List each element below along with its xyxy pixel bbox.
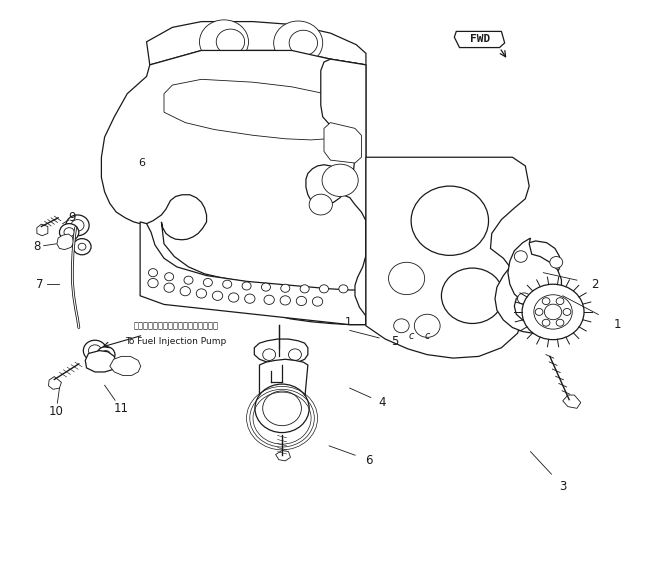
Polygon shape bbox=[254, 339, 308, 364]
Circle shape bbox=[97, 347, 115, 362]
Polygon shape bbox=[562, 395, 581, 408]
Circle shape bbox=[264, 295, 274, 305]
Text: 1: 1 bbox=[345, 317, 352, 327]
Circle shape bbox=[66, 215, 89, 235]
Text: 9: 9 bbox=[69, 211, 76, 224]
Circle shape bbox=[296, 296, 307, 306]
Circle shape bbox=[89, 345, 101, 356]
Polygon shape bbox=[454, 31, 505, 48]
Text: FWD: FWD bbox=[470, 34, 491, 45]
Circle shape bbox=[534, 295, 572, 329]
Circle shape bbox=[196, 289, 207, 298]
Text: 3: 3 bbox=[559, 480, 566, 493]
Text: 6: 6 bbox=[365, 454, 373, 467]
Text: 11: 11 bbox=[113, 402, 128, 415]
Circle shape bbox=[542, 319, 550, 326]
Circle shape bbox=[556, 298, 564, 304]
Circle shape bbox=[180, 287, 191, 296]
Polygon shape bbox=[146, 21, 366, 65]
Circle shape bbox=[261, 283, 270, 291]
Circle shape bbox=[203, 278, 213, 287]
Text: フェエルインジェクションポンプへ、: フェエルインジェクションポンプへ、 bbox=[133, 321, 218, 331]
Polygon shape bbox=[495, 241, 559, 334]
Polygon shape bbox=[508, 238, 561, 307]
Circle shape bbox=[414, 314, 440, 338]
Circle shape bbox=[60, 224, 79, 241]
Polygon shape bbox=[164, 79, 355, 140]
Circle shape bbox=[78, 243, 86, 250]
Circle shape bbox=[394, 319, 409, 333]
Circle shape bbox=[200, 20, 249, 64]
Circle shape bbox=[544, 304, 562, 320]
Circle shape bbox=[223, 280, 232, 288]
Circle shape bbox=[309, 194, 332, 215]
Polygon shape bbox=[57, 234, 74, 249]
Circle shape bbox=[71, 220, 84, 231]
Circle shape bbox=[148, 278, 158, 288]
Circle shape bbox=[319, 285, 329, 293]
Circle shape bbox=[148, 269, 157, 277]
Circle shape bbox=[245, 294, 255, 303]
Text: 6: 6 bbox=[139, 158, 146, 168]
Text: c: c bbox=[424, 331, 430, 341]
Circle shape bbox=[73, 238, 91, 255]
Circle shape bbox=[262, 349, 275, 360]
Circle shape bbox=[84, 340, 106, 361]
Circle shape bbox=[64, 228, 75, 237]
Polygon shape bbox=[306, 59, 366, 325]
Polygon shape bbox=[366, 157, 529, 358]
Circle shape bbox=[535, 309, 543, 316]
Text: 1: 1 bbox=[614, 318, 621, 331]
Circle shape bbox=[518, 293, 531, 304]
Circle shape bbox=[216, 29, 245, 55]
Polygon shape bbox=[101, 50, 366, 325]
Circle shape bbox=[441, 268, 503, 324]
Circle shape bbox=[563, 309, 571, 316]
Circle shape bbox=[389, 262, 424, 295]
Polygon shape bbox=[275, 451, 290, 461]
Text: 5: 5 bbox=[391, 335, 399, 349]
Polygon shape bbox=[140, 222, 366, 325]
Circle shape bbox=[288, 349, 301, 360]
Circle shape bbox=[522, 284, 584, 340]
Polygon shape bbox=[37, 224, 48, 235]
Circle shape bbox=[262, 391, 301, 426]
Text: 8: 8 bbox=[33, 240, 41, 253]
Circle shape bbox=[312, 297, 323, 306]
Circle shape bbox=[213, 291, 223, 300]
Circle shape bbox=[556, 319, 564, 326]
Circle shape bbox=[542, 298, 550, 304]
Circle shape bbox=[322, 164, 358, 197]
Text: 10: 10 bbox=[49, 405, 64, 418]
Circle shape bbox=[550, 256, 562, 268]
Circle shape bbox=[184, 276, 193, 284]
Circle shape bbox=[280, 296, 290, 305]
Polygon shape bbox=[110, 356, 141, 375]
Circle shape bbox=[289, 30, 318, 56]
Text: 7: 7 bbox=[36, 278, 44, 291]
Circle shape bbox=[242, 282, 251, 290]
Circle shape bbox=[515, 251, 527, 262]
Polygon shape bbox=[49, 376, 62, 389]
Circle shape bbox=[300, 285, 309, 293]
Text: To Fuel Injection Pump: To Fuel Injection Pump bbox=[125, 338, 226, 346]
Circle shape bbox=[273, 21, 323, 65]
Text: 2: 2 bbox=[591, 278, 599, 291]
Circle shape bbox=[164, 283, 174, 292]
Circle shape bbox=[339, 285, 348, 293]
Polygon shape bbox=[259, 359, 308, 404]
Polygon shape bbox=[86, 350, 116, 372]
Circle shape bbox=[165, 273, 174, 281]
Circle shape bbox=[255, 384, 309, 433]
Text: c: c bbox=[408, 331, 414, 341]
Circle shape bbox=[411, 186, 489, 255]
Polygon shape bbox=[324, 122, 362, 163]
Circle shape bbox=[101, 350, 110, 358]
Circle shape bbox=[229, 293, 239, 302]
Circle shape bbox=[281, 284, 290, 292]
Text: 4: 4 bbox=[378, 396, 386, 409]
